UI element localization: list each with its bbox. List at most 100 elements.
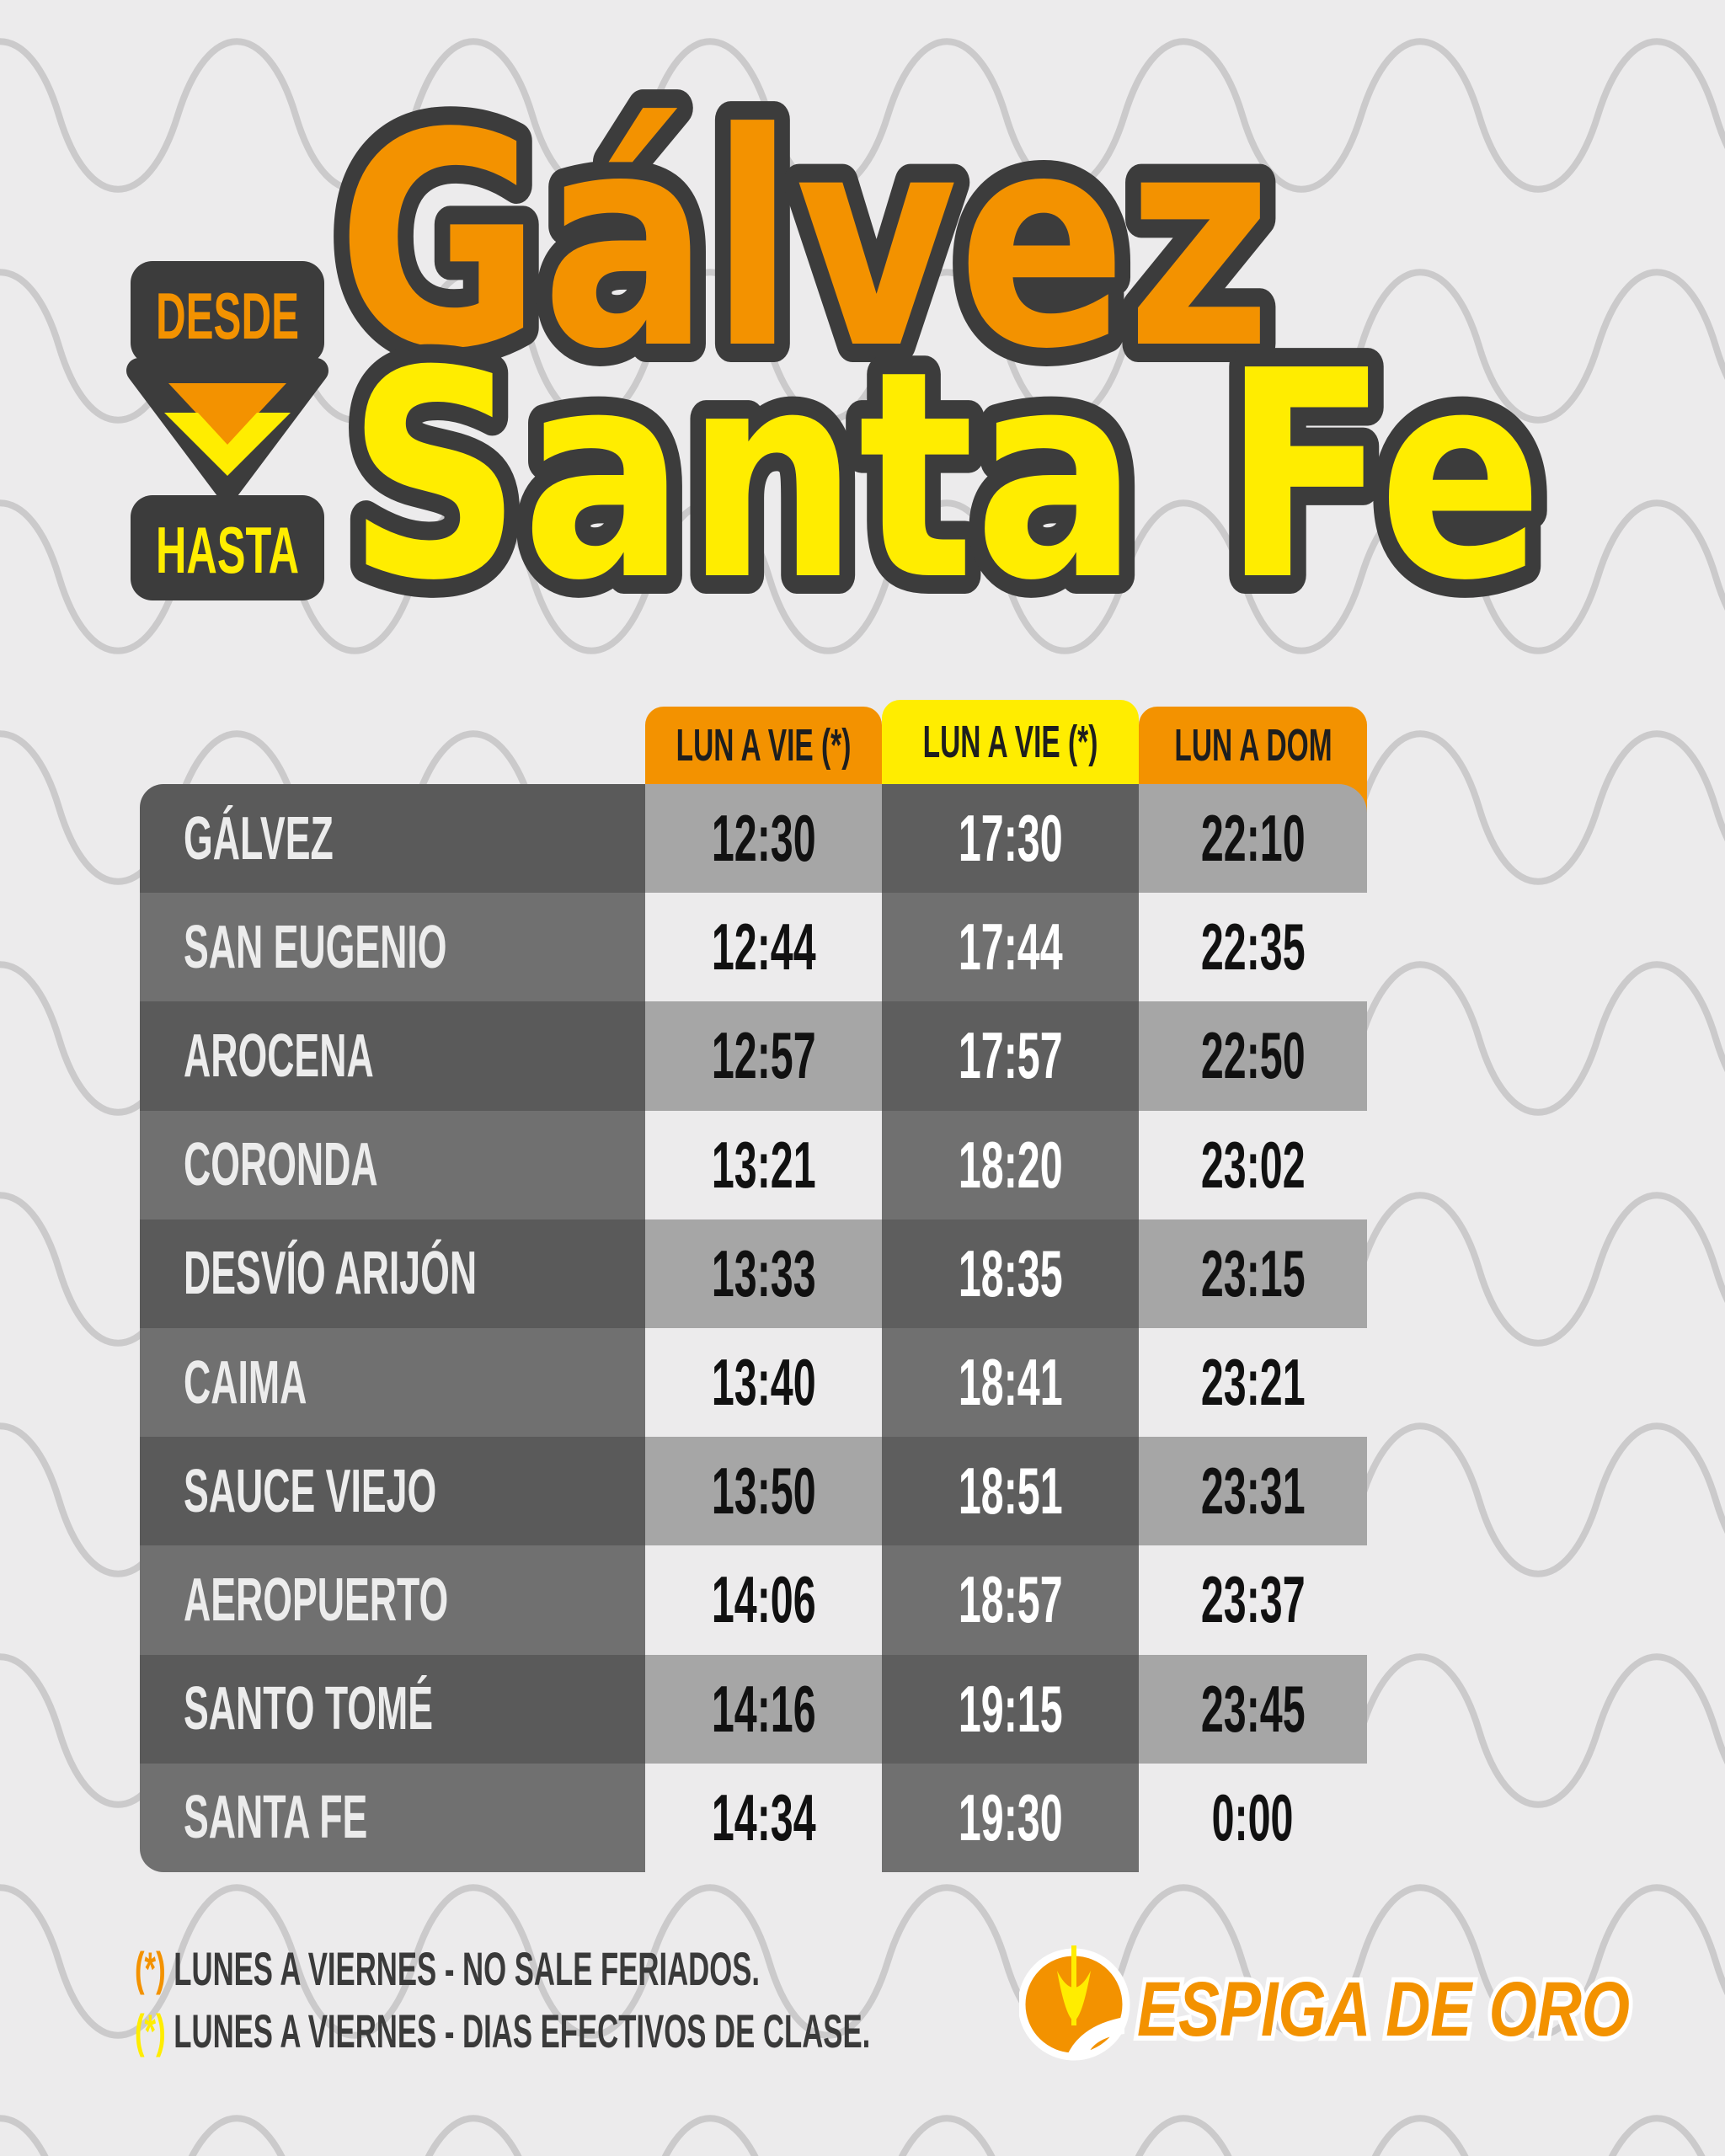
time-cell: 17:30 <box>882 784 1139 894</box>
time-cell: 22:35 <box>1139 893 1367 1002</box>
to-label: HASTA <box>156 513 299 587</box>
time-cell: 18:35 <box>882 1219 1139 1328</box>
stop-name: SANTO TOMÉ <box>140 1654 645 1764</box>
time-value: 18:41 <box>958 1345 1063 1420</box>
time-cell: 13:21 <box>645 1110 882 1219</box>
time-value: 22:50 <box>1200 1018 1306 1093</box>
time-cell: 23:31 <box>1139 1437 1367 1546</box>
table-row: CAIMA 13:40 18:41 23:21 <box>140 1328 1367 1438</box>
table-row: SANTA FE 14:34 19:30 0:00 <box>140 1763 1367 1872</box>
stop-name: AROCENA <box>140 1001 645 1111</box>
time-value: 22:10 <box>1200 801 1306 876</box>
footnote-text: LUNES A VIERNES - DIAS EFECTIVOS DE CLAS… <box>174 2004 871 2057</box>
time-value: 13:40 <box>711 1345 816 1420</box>
table-body: GÁLVEZ 12:30 17:30 22:10 SAN EUGENIO 12:44 17:… <box>140 784 1367 1872</box>
column-header: LUN A VIE (*) <box>882 700 1139 784</box>
time-value: 23:02 <box>1200 1127 1306 1202</box>
time-cell: 23:45 <box>1139 1654 1367 1764</box>
table-row: GÁLVEZ 12:30 17:30 22:10 <box>140 784 1367 894</box>
table-row: CORONDA 13:21 18:20 23:02 <box>140 1110 1367 1219</box>
time-cell: 22:10 <box>1139 784 1367 894</box>
column-header: LUN A VIE (*) <box>645 707 882 784</box>
time-cell: 18:20 <box>882 1110 1139 1219</box>
time-value: 18:57 <box>958 1562 1063 1637</box>
origin-title: Gálvez <box>337 70 1272 414</box>
time-cell: 18:51 <box>882 1437 1139 1546</box>
stop-label: SANTA FE <box>184 1784 368 1852</box>
stop-label: AEROPUERTO <box>184 1566 449 1634</box>
desde-badge: DESDE <box>131 261 324 365</box>
table-row: AROCENA 12:57 17:57 22:50 <box>140 1001 1367 1111</box>
wheat-road-icon <box>1019 1945 1130 2061</box>
destination-title: Santa Fe <box>347 310 1543 640</box>
stop-name: SAUCE VIEJO <box>140 1437 645 1546</box>
time-cell: 12:57 <box>645 1001 882 1111</box>
time-cell: 13:40 <box>645 1328 882 1438</box>
time-value: 12:44 <box>711 910 816 985</box>
table-row: SAUCE VIEJO 13:50 18:51 23:31 <box>140 1437 1367 1546</box>
time-value: 17:44 <box>958 910 1063 985</box>
time-value: 17:57 <box>958 1018 1063 1093</box>
footnotes: (*) LUNES A VIERNES - NO SALE FERIADOS. … <box>135 1937 1321 2062</box>
time-cell: 13:33 <box>645 1219 882 1328</box>
stop-name: SAN EUGENIO <box>140 893 645 1002</box>
time-value: 23:21 <box>1200 1345 1306 1420</box>
time-cell: 19:15 <box>882 1654 1139 1764</box>
time-value: 14:06 <box>711 1562 816 1637</box>
footnote-text: LUNES A VIERNES - NO SALE FERIADOS. <box>174 1941 761 1995</box>
footnote-marker: (*) <box>135 2004 166 2057</box>
time-value: 18:20 <box>958 1127 1063 1202</box>
time-value: 23:37 <box>1200 1562 1306 1637</box>
arrow-down-icon <box>126 358 328 501</box>
time-value: 13:33 <box>711 1235 816 1310</box>
column-label: LUN A VIE (*) <box>922 717 1098 767</box>
table-row: SAN EUGENIO 12:44 17:44 22:35 <box>140 893 1367 1002</box>
time-cell: 23:15 <box>1139 1219 1367 1328</box>
stop-label: SANTO TOMÉ <box>184 1675 433 1743</box>
table-row: DESVÍO ARIJÓN 13:33 18:35 23:15 <box>140 1219 1367 1328</box>
time-value: 18:35 <box>958 1235 1063 1310</box>
time-cell: 19:30 <box>882 1763 1139 1872</box>
time-value: 18:51 <box>958 1454 1063 1529</box>
time-value: 13:50 <box>711 1454 816 1529</box>
espiga-de-oro-logo: ESPIGA DE ORO <box>1019 1945 1635 2061</box>
column-label: LUN A VIE (*) <box>676 720 852 771</box>
stop-label: CAIMA <box>184 1348 307 1417</box>
stop-label: GÁLVEZ <box>184 804 334 873</box>
footnote: (*) LUNES A VIERNES - DIAS EFECTIVOS DE … <box>135 1999 1321 2062</box>
time-cell: 23:21 <box>1139 1328 1367 1438</box>
time-value: 14:16 <box>711 1671 816 1746</box>
time-cell: 0:00 <box>1139 1763 1367 1872</box>
route-title: DESDE HASTA Gálvez Santa Fe <box>126 51 1562 640</box>
time-value: 12:30 <box>711 801 816 876</box>
time-cell: 13:50 <box>645 1437 882 1546</box>
time-cell: 22:50 <box>1139 1001 1367 1111</box>
logo-text: ESPIGA DE ORO <box>1137 1967 1630 2052</box>
time-value: 23:15 <box>1200 1235 1306 1310</box>
time-cell: 12:30 <box>645 784 882 894</box>
stop-name: CAIMA <box>140 1328 645 1438</box>
stop-label: AROCENA <box>184 1022 374 1090</box>
stop-name: DESVÍO ARIJÓN <box>140 1219 645 1328</box>
time-value: 23:45 <box>1200 1671 1306 1746</box>
time-cell: 14:06 <box>645 1545 882 1655</box>
time-cell: 23:37 <box>1139 1545 1367 1655</box>
stop-label: SAUCE VIEJO <box>184 1457 437 1525</box>
time-cell: 17:44 <box>882 893 1139 1002</box>
time-value: 22:35 <box>1200 910 1306 985</box>
time-cell: 17:57 <box>882 1001 1139 1111</box>
time-value: 23:31 <box>1200 1454 1306 1529</box>
time-value: 19:30 <box>958 1780 1063 1854</box>
footnote-marker: (*) <box>135 1941 166 1995</box>
table-row: AEROPUERTO 14:06 18:57 23:37 <box>140 1545 1367 1655</box>
stop-name: AEROPUERTO <box>140 1545 645 1655</box>
stop-label: SAN EUGENIO <box>184 913 447 981</box>
stop-name: CORONDA <box>140 1110 645 1219</box>
time-cell: 14:16 <box>645 1654 882 1764</box>
stop-name: SANTA FE <box>140 1763 645 1872</box>
time-value: 13:21 <box>711 1127 816 1202</box>
column-label: LUN A DOM <box>1173 720 1332 771</box>
time-cell: 12:44 <box>645 893 882 1002</box>
time-cell: 18:57 <box>882 1545 1139 1655</box>
time-cell: 14:34 <box>645 1763 882 1872</box>
